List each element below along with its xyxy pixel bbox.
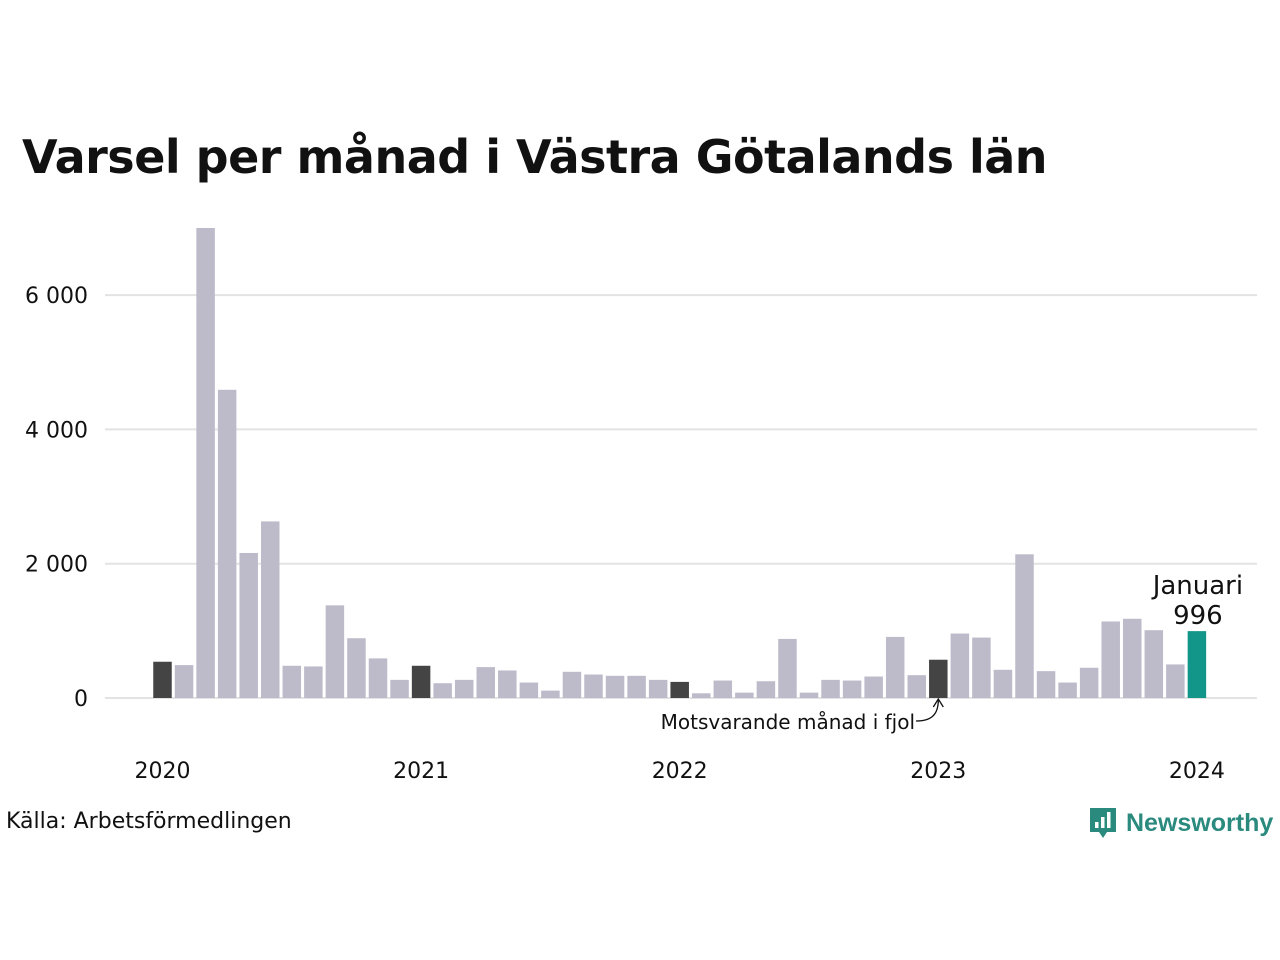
annotations: Januari 996 Motsvarande månad i fjol bbox=[661, 571, 1243, 734]
x-tick-label: 2020 bbox=[135, 759, 191, 784]
bar-2021-05 bbox=[498, 670, 517, 698]
bar-2023-04 bbox=[993, 669, 1013, 698]
source-note: Källa: Arbetsförmedlingen bbox=[6, 809, 292, 834]
bar-2021-02 bbox=[433, 683, 452, 698]
bar-2022-03 bbox=[713, 680, 733, 698]
y-tick-label: 2 000 bbox=[25, 553, 88, 578]
bar-2021-12 bbox=[648, 679, 668, 698]
bar-2023-12 bbox=[1166, 664, 1185, 698]
x-tick-label: 2024 bbox=[1169, 759, 1225, 784]
current-month-label: Januari bbox=[1151, 571, 1243, 601]
bar-2020-07 bbox=[282, 665, 302, 698]
bar-2022-05 bbox=[756, 681, 776, 698]
current-month-value: 996 bbox=[1173, 601, 1223, 631]
x-axis-ticks: 2020 2021 2022 2023 2024 bbox=[135, 759, 1225, 784]
bar-2021-03 bbox=[454, 679, 474, 698]
y-axis-ticks: 0 2 000 4 000 6 000 bbox=[25, 284, 88, 712]
bar-2023-07 bbox=[1058, 682, 1077, 698]
bar-2021-06 bbox=[519, 682, 539, 698]
bar-2020-03 bbox=[196, 228, 215, 698]
bar-2020-04 bbox=[217, 389, 237, 698]
y-tick-label: 6 000 bbox=[25, 284, 88, 309]
bar-2020-11 bbox=[368, 658, 388, 698]
bar-2022-02 bbox=[692, 693, 711, 698]
bar-2020-10 bbox=[347, 638, 366, 698]
bar-2020-12 bbox=[390, 679, 409, 698]
bar-2023-06 bbox=[1036, 671, 1056, 698]
bar-2022-08 bbox=[821, 679, 840, 698]
brand-name: Newsworthy bbox=[1126, 808, 1274, 837]
bar-2021-07 bbox=[541, 690, 560, 698]
bar-2023-10 bbox=[1123, 618, 1142, 698]
bar-2024-01 bbox=[1187, 631, 1207, 698]
bar-2022-06 bbox=[778, 638, 797, 698]
bar-2021-11 bbox=[627, 675, 646, 698]
bar-2023-05 bbox=[1015, 554, 1034, 698]
bar-2022-09 bbox=[842, 680, 862, 698]
bar-2023-03 bbox=[972, 637, 991, 698]
bar-2023-02 bbox=[950, 633, 970, 698]
bar-2023-08 bbox=[1079, 667, 1099, 698]
bar-2020-02 bbox=[174, 665, 194, 698]
bar-2021-08 bbox=[562, 671, 582, 698]
x-tick-label: 2021 bbox=[393, 759, 449, 784]
bar-2021-01 bbox=[411, 665, 431, 698]
bar-2022-10 bbox=[864, 676, 883, 698]
bar-2021-09 bbox=[584, 674, 603, 698]
bar-2023-01 bbox=[929, 659, 948, 698]
same-month-note: Motsvarande månad i fjol bbox=[661, 710, 915, 734]
bar-2020-08 bbox=[304, 666, 323, 698]
bar-2022-07 bbox=[799, 692, 819, 698]
note-arrow bbox=[915, 699, 939, 722]
x-tick-label: 2023 bbox=[910, 759, 966, 784]
bar-2022-04 bbox=[735, 692, 754, 698]
bar-2021-10 bbox=[605, 675, 625, 698]
bar-2020-06 bbox=[261, 521, 280, 698]
x-tick-label: 2022 bbox=[652, 759, 708, 784]
chart-title: Varsel per månad i Västra Götalands län bbox=[22, 130, 1048, 184]
bar-2023-09 bbox=[1101, 621, 1120, 698]
bar-2022-11 bbox=[885, 636, 905, 698]
brand-logo: Newsworthy bbox=[1088, 805, 1273, 841]
bar-2020-01 bbox=[153, 661, 172, 698]
note-arrowhead bbox=[932, 697, 944, 708]
bar-2020-05 bbox=[239, 552, 258, 698]
bar-2022-12 bbox=[907, 675, 926, 698]
newsworthy-logo-icon bbox=[1090, 808, 1116, 838]
bars bbox=[153, 228, 1207, 698]
bar-2020-09 bbox=[325, 605, 345, 698]
bar-chart: 0 2 000 4 000 6 000 2020 2021 2022 2023 2024 Ja… bbox=[25, 228, 1257, 784]
bar-2021-04 bbox=[476, 667, 495, 698]
bar-2023-11 bbox=[1144, 630, 1164, 698]
y-tick-label: 4 000 bbox=[25, 418, 88, 443]
y-tick-label: 0 bbox=[74, 687, 88, 712]
bar-2022-01 bbox=[670, 681, 689, 698]
